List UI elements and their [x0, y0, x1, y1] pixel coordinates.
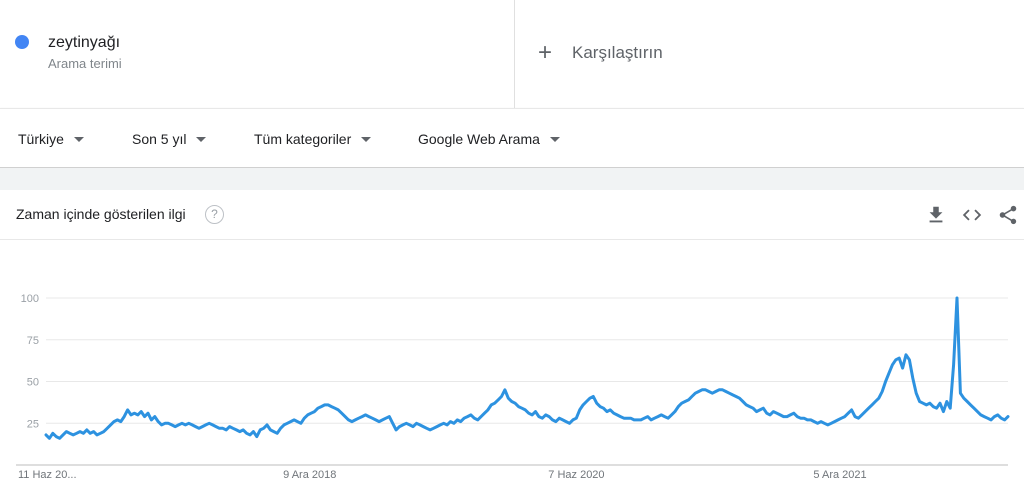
y-tick-label: 100	[21, 293, 39, 305]
interest-over-time-card: Zaman içinde gösterilen ilgi ? 25 50 75 100…	[0, 190, 1024, 489]
caret-down-icon	[361, 136, 372, 142]
search-terms-bar: zeytinyağı Arama terimi + Karşılaştırın	[0, 0, 1024, 108]
section-divider	[0, 168, 1024, 190]
card-header: Zaman içinde gösterilen ilgi ?	[0, 190, 1024, 240]
search-term-card[interactable]: zeytinyağı Arama terimi	[0, 0, 515, 108]
x-tick-label: 9 Ara 2018	[283, 469, 336, 481]
plus-icon: +	[538, 39, 553, 66]
term-color-dot	[15, 35, 29, 49]
search-type-dropdown[interactable]: Google Web Arama	[418, 131, 560, 147]
compare-label: Karşılaştırın	[572, 43, 663, 62]
y-tick-label: 25	[27, 418, 39, 430]
search-term-subtitle: Arama terimi	[48, 56, 122, 71]
download-icon[interactable]	[925, 204, 947, 226]
filter-bar: Türkiye Son 5 yıl Tüm kategoriler Google…	[0, 108, 1024, 168]
caret-down-icon	[196, 136, 207, 142]
y-tick-label: 75	[27, 335, 39, 347]
time-range-dropdown[interactable]: Son 5 yıl	[132, 131, 207, 147]
interest-line-chart[interactable]: 25 50 75 100 11 Haz 20... 9 Ara 2018 7 Haz 202…	[0, 241, 1024, 489]
share-icon[interactable]	[997, 204, 1019, 226]
help-icon[interactable]: ?	[205, 205, 224, 224]
region-dropdown-label: Türkiye	[18, 131, 64, 147]
x-tick-label: 11 Haz 20...	[18, 469, 77, 481]
x-tick-label: 7 Haz 2020	[548, 469, 604, 481]
category-dropdown[interactable]: Tüm kategoriler	[254, 131, 372, 147]
card-title: Zaman içinde gösterilen ilgi	[16, 206, 186, 222]
series-line[interactable]	[44, 296, 1010, 440]
caret-down-icon	[549, 136, 560, 142]
time-range-dropdown-label: Son 5 yıl	[132, 131, 187, 147]
x-tick-label: 5 Ara 2021	[813, 469, 866, 481]
category-dropdown-label: Tüm kategoriler	[254, 131, 352, 147]
compare-button[interactable]: + Karşılaştırın	[538, 39, 663, 66]
search-type-dropdown-label: Google Web Arama	[418, 131, 540, 147]
region-dropdown[interactable]: Türkiye	[18, 131, 84, 147]
embed-icon[interactable]	[961, 204, 983, 226]
y-tick-label: 50	[27, 377, 39, 389]
caret-down-icon	[73, 136, 84, 142]
search-term-name[interactable]: zeytinyağı	[48, 34, 121, 51]
